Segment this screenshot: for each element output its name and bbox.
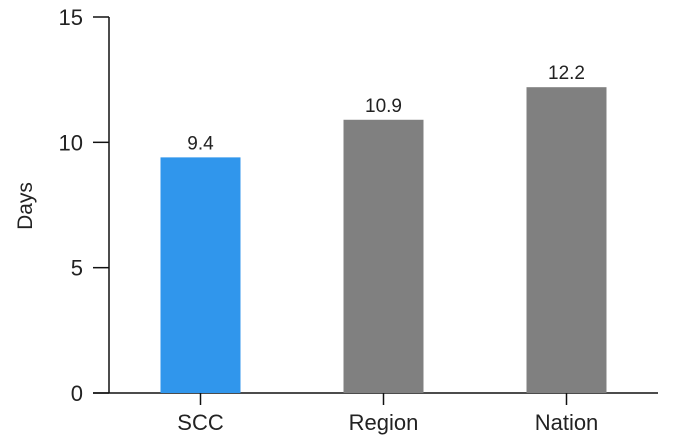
y-axis: 0 5 10 15 <box>59 5 110 406</box>
bar-scc <box>160 157 241 393</box>
x-axis: SCC Region Nation <box>93 392 658 435</box>
y-tick-label: 5 <box>71 256 83 281</box>
x-tick-label: SCC <box>177 410 224 435</box>
y-tick-label: 0 <box>71 381 83 406</box>
bars-group <box>160 87 607 394</box>
bar-value-label: 9.4 <box>187 133 214 154</box>
y-axis-title: Days <box>14 182 37 230</box>
bar-region <box>343 119 424 394</box>
bar-value-label: 10.9 <box>365 96 402 117</box>
value-labels-group: 9.4 10.9 12.2 <box>187 63 585 154</box>
bar-value-label: 12.2 <box>548 63 585 84</box>
x-tick-label: Nation <box>535 410 599 435</box>
y-tick-label: 10 <box>59 130 83 155</box>
y-tick-label: 15 <box>59 5 83 30</box>
x-tick-label: Region <box>349 410 419 435</box>
bar-nation <box>526 87 607 393</box>
